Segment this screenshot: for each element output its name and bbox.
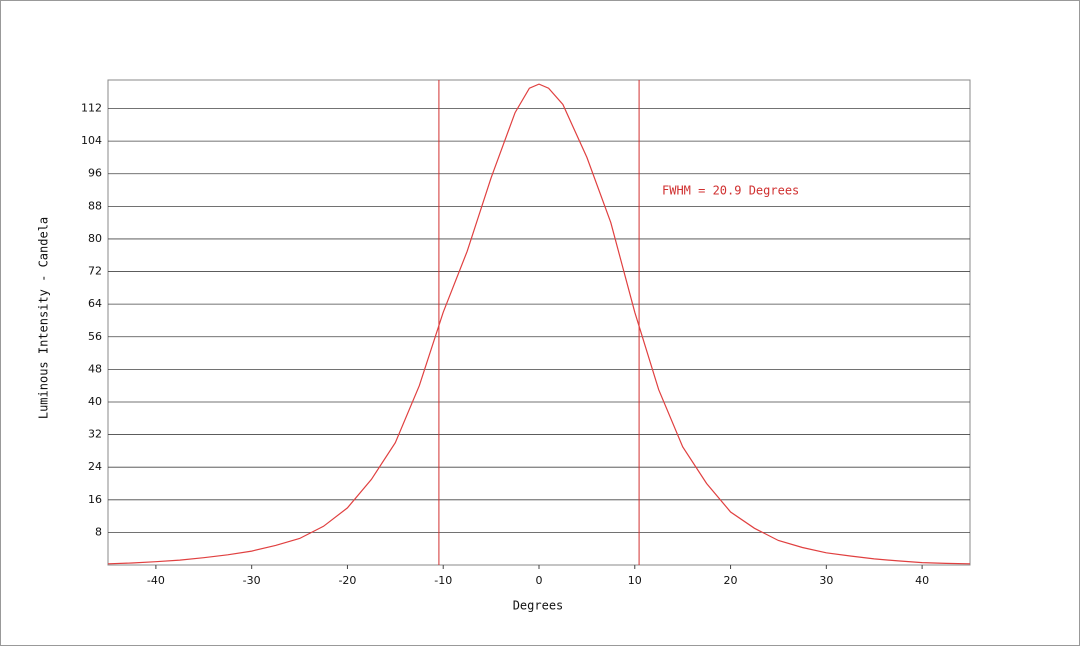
y-tick-label: 40 — [88, 395, 102, 408]
y-tick-label: 96 — [88, 167, 102, 180]
y-tick-label: 48 — [88, 362, 102, 375]
y-tick-label: 56 — [88, 330, 102, 343]
y-tick-label: 72 — [88, 265, 102, 278]
y-tick-label: 8 — [95, 525, 102, 538]
x-tick-label: -40 — [147, 574, 165, 587]
x-tick-label: 40 — [915, 574, 929, 587]
annotation: FWHM = 20.9 Degrees — [662, 184, 799, 198]
intensity-curve — [107, 83, 971, 565]
y-tick-label: 32 — [88, 428, 102, 441]
x-tick-label: -30 — [243, 574, 261, 587]
y-axis-label: Luminous Intensity - Candela — [37, 217, 51, 419]
y-tick-label: 24 — [88, 460, 102, 473]
x-tick-label: 0 — [536, 574, 543, 587]
x-tick-label: 30 — [819, 574, 833, 587]
x-tick-label: -20 — [338, 574, 356, 587]
plot-area — [107, 79, 971, 566]
y-tick-label: 88 — [88, 199, 102, 212]
y-tick-label: 64 — [88, 297, 102, 310]
x-axis-label: Degrees — [513, 599, 564, 613]
x-tick-label: -10 — [434, 574, 452, 587]
x-tick-label: 10 — [628, 574, 642, 587]
y-tick-label: 112 — [81, 102, 102, 115]
x-tick-label: 20 — [724, 574, 738, 587]
y-tick-label: 16 — [88, 493, 102, 506]
y-tick-label: 80 — [88, 232, 102, 245]
y-tick-label: 104 — [81, 134, 102, 147]
